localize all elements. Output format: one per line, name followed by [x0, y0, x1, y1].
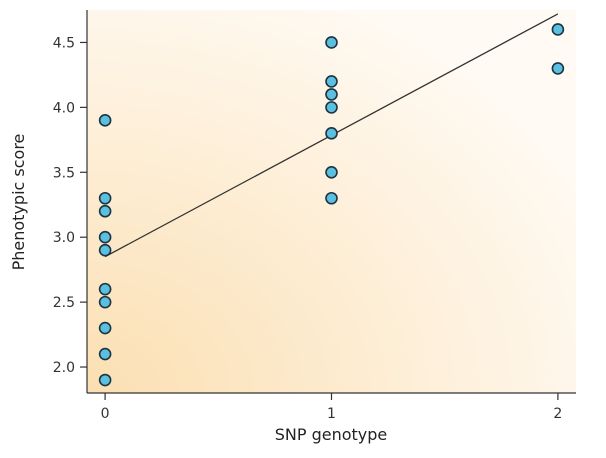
points-layer	[98, 23, 565, 387]
data-point	[98, 282, 112, 296]
data-point	[325, 191, 338, 205]
x-tick-label: 2	[553, 406, 562, 422]
data-point	[98, 204, 112, 218]
data-point	[325, 165, 338, 179]
data-point	[98, 191, 112, 205]
y-tick-label: 4.5	[53, 35, 75, 51]
data-point	[98, 295, 112, 309]
data-point	[325, 88, 338, 101]
y-tick-label: 3.0	[53, 230, 75, 246]
data-point	[325, 36, 338, 49]
y-tick-label: 2.0	[53, 360, 75, 376]
data-point	[98, 347, 112, 361]
data-point	[98, 243, 112, 257]
data-point	[98, 230, 112, 244]
data-point	[98, 373, 112, 387]
y-axis-title: Phenotypic score	[9, 134, 28, 271]
x-axis-title: SNP genotype	[275, 425, 388, 444]
x-tick-label: 0	[101, 406, 110, 422]
data-point	[98, 321, 112, 335]
y-tick-label: 2.5	[53, 295, 75, 311]
data-point	[325, 75, 338, 88]
x-tick-label: 1	[327, 406, 336, 422]
data-point	[325, 101, 338, 114]
data-point	[551, 62, 565, 75]
y-tick-label: 3.5	[53, 165, 75, 181]
data-point	[551, 23, 565, 36]
y-tick-label: 4.0	[53, 100, 75, 116]
data-point	[325, 127, 338, 140]
ticks-layer: 0 1 2 2.0 2.5 3.0 3.5 4.0 4.5	[53, 35, 563, 422]
data-point	[98, 114, 112, 127]
